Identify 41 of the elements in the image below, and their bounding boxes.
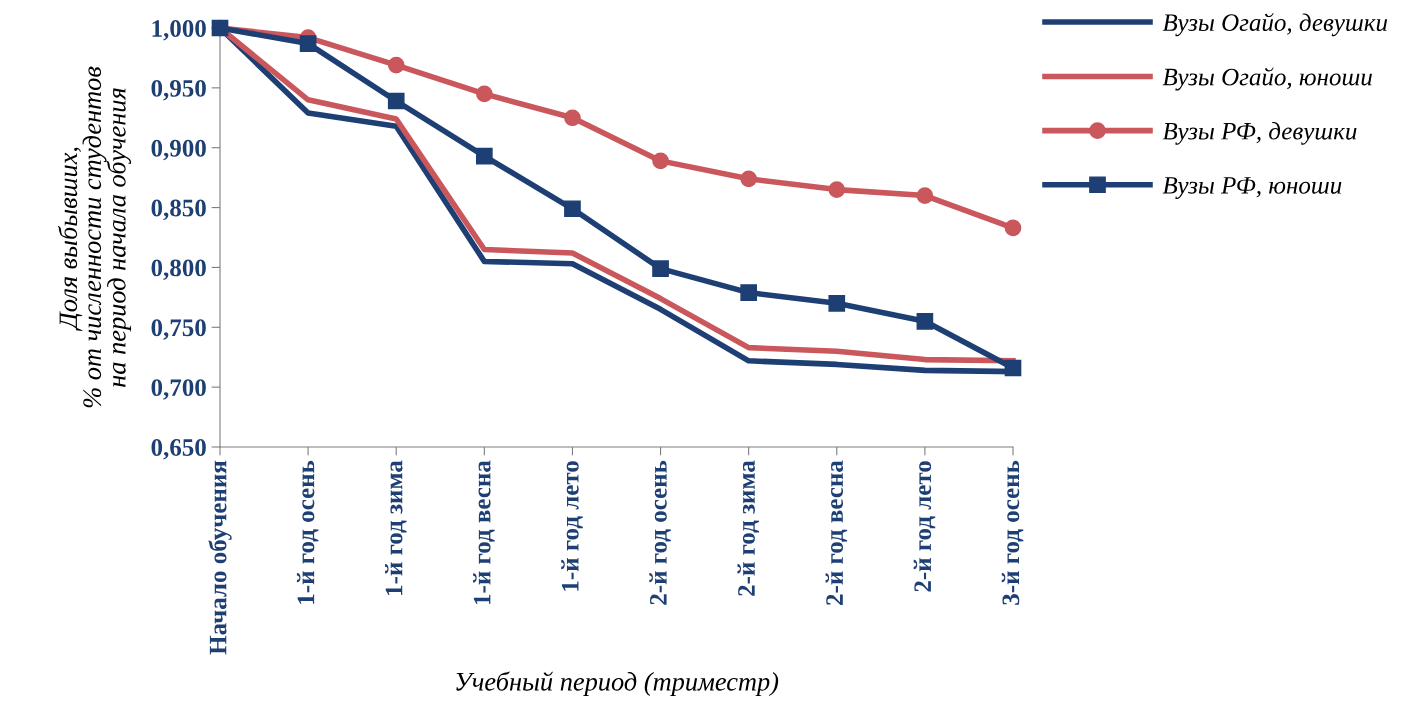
point: [916, 187, 934, 204]
point: [387, 56, 405, 74]
y-tick-label: 0,650: [151, 439, 206, 460]
y-tick-label: 0,850: [151, 199, 206, 221]
y-tick-label: 1,000: [152, 20, 206, 41]
x-tick-label: 2-й год зима: [737, 460, 760, 596]
legend-label: Вузы РФ, юноши: [1162, 177, 1342, 199]
x-tick-label: 1-й год лето: [561, 461, 583, 591]
point: [475, 147, 493, 165]
y-axis-title: Доля выбывших, % от численности студентов на период начала обучения: [58, 66, 132, 408]
x-tick-label: 2-й год осень: [649, 460, 671, 605]
point: [740, 284, 758, 301]
point: [1004, 219, 1022, 237]
y-tick-label: 0,900: [151, 139, 206, 161]
x-tick-label: 3-й год осень: [1001, 460, 1024, 605]
point: [652, 260, 669, 277]
point: [299, 35, 317, 52]
x-axis-title: Учебный период (триместр): [456, 671, 779, 697]
x-tick-label: 2-й год лето: [913, 461, 936, 592]
x-tick-label: 1-й год зима: [385, 460, 407, 595]
legend-label: Вузы Огайо, юноши: [1162, 67, 1372, 91]
point: [475, 85, 493, 103]
legend-label: Вузы РФ, девушки: [1162, 122, 1357, 145]
point: [387, 92, 405, 110]
point: [740, 170, 758, 188]
x-tick-label: 1-й год весна: [473, 460, 495, 604]
point: [564, 109, 581, 127]
y-tick-label: 0,800: [151, 259, 206, 280]
y-tick-label: 0,750: [151, 319, 206, 340]
x-tick-label: Начало обучения: [208, 460, 232, 655]
point: [1004, 359, 1022, 377]
point: [564, 200, 581, 218]
point: [652, 152, 669, 170]
point: [828, 181, 846, 198]
x-tick-label: 1-й год осень: [296, 460, 319, 604]
x-tick-label: 2-й год весна: [825, 460, 848, 605]
y-tick-label: 0,950: [151, 79, 206, 101]
point: [916, 312, 934, 330]
y-tick-label: 0,700: [151, 379, 206, 400]
legend-label: Вузы Огайо, девушки: [1162, 13, 1388, 37]
point: [828, 295, 846, 312]
